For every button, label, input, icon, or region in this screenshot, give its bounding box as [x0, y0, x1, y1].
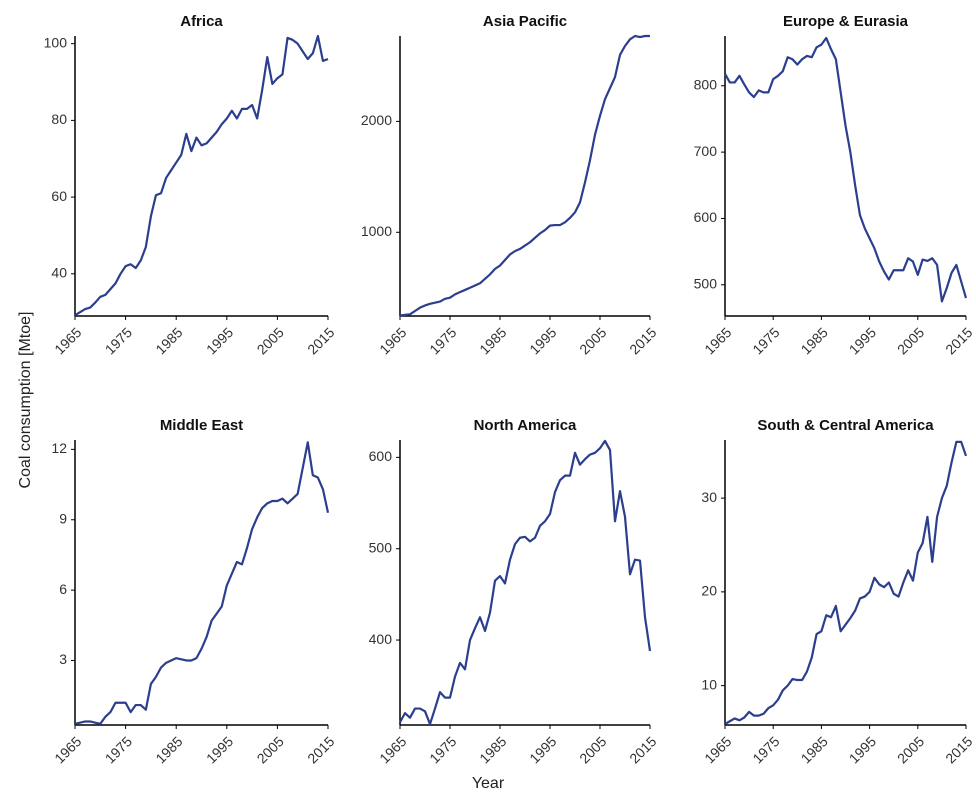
data-line — [399, 34, 650, 317]
x-tick-label: 1995 — [526, 733, 559, 766]
y-tick-label: 40 — [51, 265, 67, 281]
x-tick-label: 1975 — [426, 324, 459, 357]
x-tick-label: 1985 — [798, 324, 831, 357]
x-tick-label: 2005 — [894, 324, 927, 357]
y-tick-label: 400 — [369, 631, 393, 647]
x-tick-label: 1965 — [701, 324, 734, 357]
x-tick-label: 1965 — [376, 733, 409, 766]
y-tick-label: 500 — [694, 276, 718, 292]
x-tick-label: 2005 — [576, 733, 609, 766]
panel-title: Europe & Eurasia — [783, 13, 909, 30]
y-tick-label: 20 — [701, 583, 717, 599]
x-tick-label: 1975 — [102, 324, 135, 357]
x-tick-label: 2015 — [942, 324, 975, 357]
y-tick-label: 80 — [51, 111, 67, 127]
x-tick-label: 1985 — [476, 733, 509, 766]
panel-title: South & Central America — [757, 417, 934, 434]
x-tick-label: 1965 — [51, 733, 84, 766]
x-tick-label: 1995 — [203, 324, 236, 357]
y-tick-label: 12 — [51, 440, 67, 456]
y-tick-label: 500 — [369, 539, 393, 555]
panel-title: North America — [474, 417, 577, 434]
x-tick-label: 1965 — [701, 733, 734, 766]
panel-title: Asia Pacific — [483, 13, 567, 30]
x-axis-label: Year — [472, 775, 505, 792]
x-tick-label: 1985 — [476, 324, 509, 357]
y-tick-label: 1000 — [361, 223, 392, 239]
data-line — [74, 441, 330, 725]
y-tick-label: 9 — [59, 510, 67, 526]
x-tick-label: 2015 — [626, 733, 659, 766]
y-tick-label: 100 — [44, 34, 68, 50]
x-tick-label: 1975 — [102, 733, 135, 766]
y-tick-label: 3 — [59, 651, 67, 667]
data-line — [74, 34, 329, 317]
y-axis-label: Coal consumption [Mtoe] — [17, 312, 34, 489]
x-tick-label: 1985 — [798, 733, 831, 766]
panel-title: Middle East — [160, 417, 243, 434]
data-line — [399, 439, 652, 726]
y-tick-label: 600 — [369, 448, 393, 464]
x-tick-label: 1995 — [846, 324, 879, 357]
y-tick-label: 60 — [51, 188, 67, 204]
x-tick-label: 1985 — [152, 733, 185, 766]
x-tick-label: 1995 — [526, 324, 559, 357]
y-tick-label: 10 — [701, 676, 717, 692]
y-tick-label: 6 — [59, 581, 67, 597]
y-tick-label: 2000 — [361, 112, 392, 128]
y-tick-label: 700 — [694, 143, 718, 159]
x-tick-label: 2015 — [626, 324, 659, 357]
y-tick-label: 30 — [701, 489, 717, 505]
y-tick-label: 800 — [694, 76, 718, 92]
x-tick-label: 1995 — [846, 733, 879, 766]
x-tick-label: 1975 — [749, 324, 782, 357]
panel-title: Africa — [180, 13, 223, 30]
x-tick-label: 1975 — [426, 733, 459, 766]
x-tick-label: 1985 — [152, 324, 185, 357]
x-tick-label: 2005 — [894, 733, 927, 766]
x-tick-label: 2015 — [942, 733, 975, 766]
x-tick-label: 2015 — [304, 733, 337, 766]
x-tick-label: 1965 — [51, 324, 84, 357]
x-tick-label: 1995 — [203, 733, 236, 766]
data-line — [724, 440, 968, 726]
x-tick-label: 2015 — [304, 324, 337, 357]
data-line — [724, 36, 968, 303]
x-tick-label: 2005 — [576, 324, 609, 357]
x-tick-label: 2005 — [254, 324, 287, 357]
y-tick-label: 600 — [694, 209, 718, 225]
x-tick-label: 1965 — [376, 324, 409, 357]
x-tick-label: 2005 — [254, 733, 287, 766]
x-tick-label: 1975 — [749, 733, 782, 766]
